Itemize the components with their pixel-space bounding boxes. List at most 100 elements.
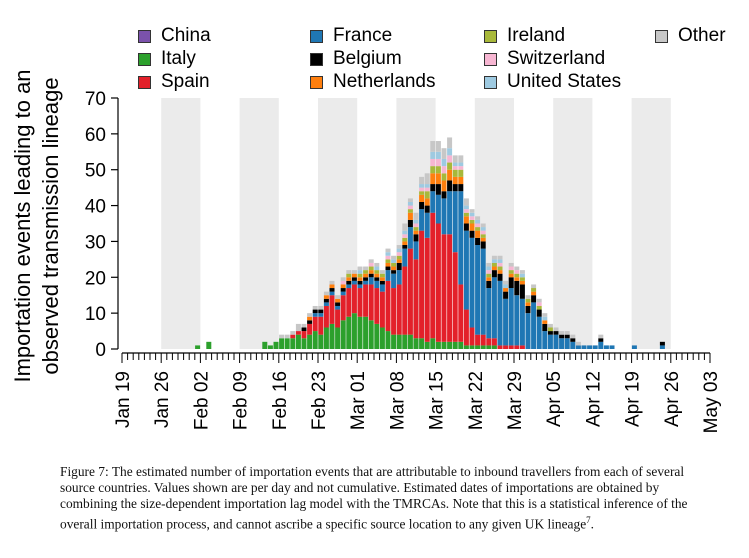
bar-segment-spain [480, 334, 486, 346]
legend-label: Spain [161, 71, 210, 92]
bar-segment-spain [458, 284, 464, 342]
bar-segment-united-states [374, 266, 380, 271]
bar-segment-italy [346, 316, 352, 349]
x-tick-label: Mar 15 [427, 371, 448, 430]
bar-segment-belgium [312, 309, 318, 314]
bar-segment-belgium [335, 302, 341, 306]
bar-segment-france [503, 298, 509, 346]
bar-segment-ireland [435, 166, 441, 174]
x-tick-label: Feb 23 [309, 371, 330, 430]
bar-segment-netherlands [357, 277, 363, 281]
bar-segment-ireland [480, 234, 486, 238]
bar-segment-italy [312, 331, 318, 349]
bar-segment-france [553, 334, 559, 349]
bar-segment-netherlands [385, 262, 391, 267]
bar-segment-united-states [503, 284, 509, 289]
bar-segment-italy [452, 341, 458, 349]
bar-segment-netherlands [407, 212, 413, 220]
bar-segment-netherlands [480, 237, 486, 242]
bar-segment-italy [463, 345, 469, 349]
y-tick-label: 10 [85, 304, 106, 325]
bar-segment-ireland [374, 270, 380, 274]
bar-segment-netherlands [329, 284, 335, 289]
bar-segment-france [564, 338, 570, 349]
bar-segment-netherlands [396, 259, 402, 263]
bar-segment-belgium [503, 291, 509, 299]
bar-segment-italy [318, 334, 324, 349]
bar-segment-ireland [379, 273, 385, 278]
bar-segment-spain [503, 345, 509, 349]
bar-segment-italy [480, 345, 486, 349]
bar-segment-united-states [458, 162, 464, 167]
bar-segment-france [435, 194, 441, 224]
bar-segment-france [609, 345, 615, 349]
bar-segment-other [430, 141, 436, 152]
bar-segment-netherlands [351, 273, 357, 278]
bar-segment-france [531, 302, 537, 349]
bar-segment-italy [335, 327, 341, 349]
bar-segment-other [301, 323, 307, 328]
bar-segment-spain [469, 327, 475, 346]
bar-segment-other [486, 262, 492, 267]
bar-segment-other [323, 291, 329, 296]
bar-segment-united-states [357, 270, 363, 274]
axes: 0 10 20 30 40 50 60 70 Jan 19 Jan 26 Feb 02 Feb 09 F… [85, 89, 722, 433]
bar-segment-ireland [368, 266, 374, 271]
bar-segment-spain [463, 309, 469, 346]
bar-segment-other [351, 270, 357, 274]
bar-segment-united-states [469, 212, 475, 217]
bar-segment-ireland [407, 209, 413, 213]
bar-segment-other [542, 313, 548, 317]
week-band [631, 98, 671, 349]
bar-segment-belgium [458, 184, 464, 192]
bar-segment-ireland [463, 212, 469, 217]
bar-segment-belgium [391, 270, 397, 274]
bar-segment-other [379, 270, 385, 274]
bar-segment-belgium [368, 273, 374, 278]
bar-segment-france [581, 345, 587, 349]
bar-segment-ireland [447, 162, 453, 170]
bar-segment-italy [295, 334, 301, 349]
bar-segment-switzerland [469, 216, 475, 220]
bar-segment-netherlands [340, 284, 346, 289]
bar-segment-belgium [547, 331, 553, 335]
bar-segment-spain [430, 212, 436, 339]
bar-segment-netherlands [458, 176, 464, 185]
bar-segment-switzerland [368, 262, 374, 267]
bar-segment-ireland [430, 166, 436, 174]
bar-segment-belgium [480, 241, 486, 249]
bar-segment-netherlands [374, 273, 380, 278]
bar-segment-other [279, 334, 285, 339]
bar-segment-france [329, 291, 335, 296]
bar-segment-ireland [391, 262, 397, 267]
bar-segment-belgium [424, 205, 430, 213]
bar-segment-spain [508, 345, 514, 349]
bar-segment-other [519, 270, 525, 274]
bar-segment-united-states [391, 259, 397, 263]
bar-segment-netherlands [491, 266, 497, 271]
bar-segment-france [441, 198, 447, 235]
bar-segment-italy [206, 341, 212, 349]
bar-segment-france [335, 305, 341, 310]
x-tick-label: Apr 12 [583, 371, 604, 427]
legend-item-italy: Italy [138, 48, 196, 70]
bar-segment-italy [307, 334, 313, 349]
bar-segment-ireland [514, 273, 520, 278]
bar-segment-spain [391, 288, 397, 335]
bar-segment-france [424, 212, 430, 238]
bar-segment-spain [335, 309, 341, 328]
bar-segment-italy [379, 327, 385, 349]
y-tick-label: 40 [85, 197, 106, 218]
bar-segment-belgium [519, 284, 525, 299]
bar-segment-other [295, 323, 301, 332]
x-tick-label: Mar 22 [466, 371, 487, 430]
bar-segment-france [413, 241, 419, 260]
bar-segment-france [508, 288, 514, 346]
legend-swatch [655, 29, 668, 43]
bar-segment-italy [195, 345, 201, 349]
bar-segment-united-states [542, 316, 548, 321]
bar-segment-ireland [547, 327, 553, 332]
bar-segment-belgium [379, 280, 385, 285]
bar-segment-belgium [491, 270, 497, 278]
bar-segment-belgium [374, 277, 380, 281]
